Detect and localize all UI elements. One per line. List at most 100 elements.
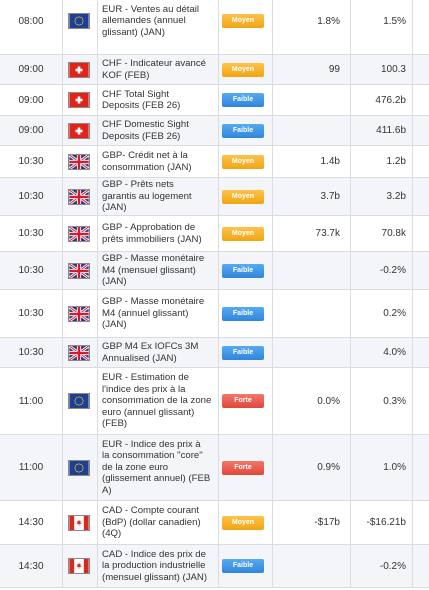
event-name[interactable]: GBP - Masse monétaire M4 (annuel glissan… [102, 290, 214, 337]
event-name[interactable]: EUR - Ventes au détail allemandes (annue… [102, 0, 214, 54]
table-row[interactable]: 10:30 GBP - Approbation de prêts immobili… [0, 216, 429, 252]
country-flag-cell [63, 116, 95, 145]
event-name-text: CAD - Compte courant (BdP) (dollar canad… [102, 505, 201, 540]
importance-cell: Moyen [222, 216, 264, 251]
column-divider [350, 146, 351, 177]
importance-badge[interactable]: Faible [222, 345, 264, 360]
column-divider [272, 290, 273, 337]
importance-badge[interactable]: Moyen [222, 14, 264, 28]
event-name[interactable]: GBP M4 Ex IOFCs 3M Annualised (JAN) [102, 338, 214, 367]
ch-flag-icon [68, 122, 90, 139]
table-row[interactable]: 09:00 CHF Total Sight Deposits (FEB 26) Fa… [0, 85, 429, 116]
column-divider [412, 252, 413, 289]
column-divider [62, 290, 63, 337]
importance-cell: Moyen [222, 146, 264, 177]
event-time: 10:30 [18, 156, 44, 167]
column-divider [272, 368, 273, 434]
column-divider [272, 252, 273, 289]
importance-badge[interactable]: Moyen [222, 226, 264, 241]
table-row[interactable]: 10:30 GBP M4 Ex IOFCs 3M Annualised (JAN)… [0, 338, 429, 368]
importance-badge[interactable]: Forte [222, 460, 264, 475]
event-time: 10:30 [18, 265, 44, 276]
column-divider [350, 252, 351, 289]
forecast-value: 476.2b [375, 94, 406, 106]
table-row[interactable]: 14:30 CAD - Compte courant (BdP) (dollar … [0, 501, 429, 545]
uk-flag-icon [68, 262, 90, 279]
event-time: 08:00 [18, 15, 44, 27]
event-name[interactable]: CHF - Indicateur avancé KOF (FEB) [102, 55, 214, 84]
importance-badge[interactable]: Moyen [222, 62, 264, 77]
forecast-value: 1.2b [386, 156, 406, 167]
event-name[interactable]: EUR - Estimation de l'indice des prix à … [102, 368, 214, 434]
column-divider [272, 338, 273, 367]
column-divider [412, 85, 413, 115]
column-divider [97, 290, 98, 337]
country-flag-cell [63, 435, 95, 500]
eu-flag-icon [68, 459, 90, 476]
table-row[interactable]: 11:00 EUR - Indice des prix à la consomma… [0, 435, 429, 501]
event-time: 10:30 [18, 191, 44, 202]
importance-badge[interactable]: Moyen [222, 189, 264, 204]
event-name-text: EUR - Indice des prix à la consommation … [102, 438, 211, 496]
uk-flag-icon [68, 305, 90, 322]
country-flag-cell [63, 216, 95, 251]
importance-badge[interactable]: Moyen [222, 515, 264, 530]
table-row[interactable]: 11:00 EUR - Estimation de l'indice des pr… [0, 368, 429, 435]
uk-flag-icon [68, 188, 90, 205]
column-divider [412, 290, 413, 337]
column-divider [350, 368, 351, 434]
column-divider [218, 0, 219, 54]
event-name[interactable]: GBP- Crédit net à la consommation (JAN) [102, 146, 214, 177]
event-name[interactable]: GBP - Approbation de prêts immobiliers (… [102, 216, 214, 251]
table-row[interactable]: 08:00 EUR - Ventes au détail allemandes (… [0, 0, 429, 55]
column-divider [350, 216, 351, 251]
importance-badge[interactable]: Forte [222, 394, 264, 408]
column-divider [97, 146, 98, 177]
forecast-value: 0.3% [383, 395, 406, 407]
table-row[interactable]: 10:30 GBP - Prêts nets garantis au logeme… [0, 178, 429, 216]
event-name[interactable]: GBP - Masse monétaire M4 (mensuel glissa… [102, 252, 214, 289]
table-row[interactable]: 10:30 GBP - Masse monétaire M4 (mensuel g… [0, 252, 429, 290]
event-time: 10:30 [18, 308, 44, 319]
uk-flag-icon [68, 344, 90, 361]
importance-cell: Faible [222, 116, 264, 145]
importance-cell: Moyen [222, 178, 264, 215]
column-divider [218, 216, 219, 251]
actual-value [290, 290, 340, 337]
event-time: 11:00 [18, 395, 44, 407]
forecast-value: 1.5% [383, 15, 406, 27]
importance-badge[interactable]: Faible [222, 559, 264, 573]
table-row[interactable]: 09:00 CHF - Indicateur avancé KOF (FEB) Mo… [0, 55, 429, 85]
table-row[interactable]: 09:00 CHF Domestic Sight Deposits (FEB 26… [0, 116, 429, 146]
table-row[interactable]: 10:30 GBP- Crédit net à la consommation (… [0, 146, 429, 178]
event-name[interactable]: CHF Total Sight Deposits (FEB 26) [102, 85, 214, 115]
event-name[interactable]: EUR - Indice des prix à la consommation … [102, 435, 214, 500]
column-divider [272, 435, 273, 500]
importance-badge[interactable]: Faible [222, 93, 264, 107]
column-divider [412, 146, 413, 177]
importance-badge[interactable]: Faible [222, 123, 264, 138]
importance-badge[interactable]: Faible [222, 306, 264, 321]
table-row[interactable]: 10:30 GBP - Masse monétaire M4 (annuel gl… [0, 290, 429, 338]
column-divider [412, 116, 413, 145]
event-name[interactable]: CAD - Compte courant (BdP) (dollar canad… [102, 501, 214, 544]
importance-badge[interactable]: Faible [222, 263, 264, 278]
event-name[interactable]: GBP - Prêts nets garantis au logement (J… [102, 178, 214, 215]
column-divider [97, 178, 98, 215]
column-divider [412, 338, 413, 367]
forecast-value: 3.2b [386, 191, 406, 202]
column-divider [218, 290, 219, 337]
table-row[interactable]: 14:30 CAD - Indice des prix de la product… [0, 545, 429, 588]
event-name[interactable]: CAD - Indice des prix de la production i… [102, 545, 214, 587]
importance-badge[interactable]: Moyen [222, 154, 264, 169]
column-divider [412, 501, 413, 544]
event-name[interactable]: CHF Domestic Sight Deposits (FEB 26) [102, 116, 214, 145]
event-name-text: GBP - Masse monétaire M4 (annuel glissan… [102, 296, 205, 331]
column-divider [62, 55, 63, 84]
event-time: 09:00 [18, 125, 44, 136]
column-divider [218, 545, 219, 587]
event-name-text: GBP - Masse monétaire M4 (mensuel glissa… [102, 253, 205, 288]
column-divider [218, 501, 219, 544]
event-name-text: CHF Domestic Sight Deposits (FEB 26) [102, 119, 189, 142]
event-name-text: CHF - Indicateur avancé KOF (FEB) [102, 58, 206, 81]
